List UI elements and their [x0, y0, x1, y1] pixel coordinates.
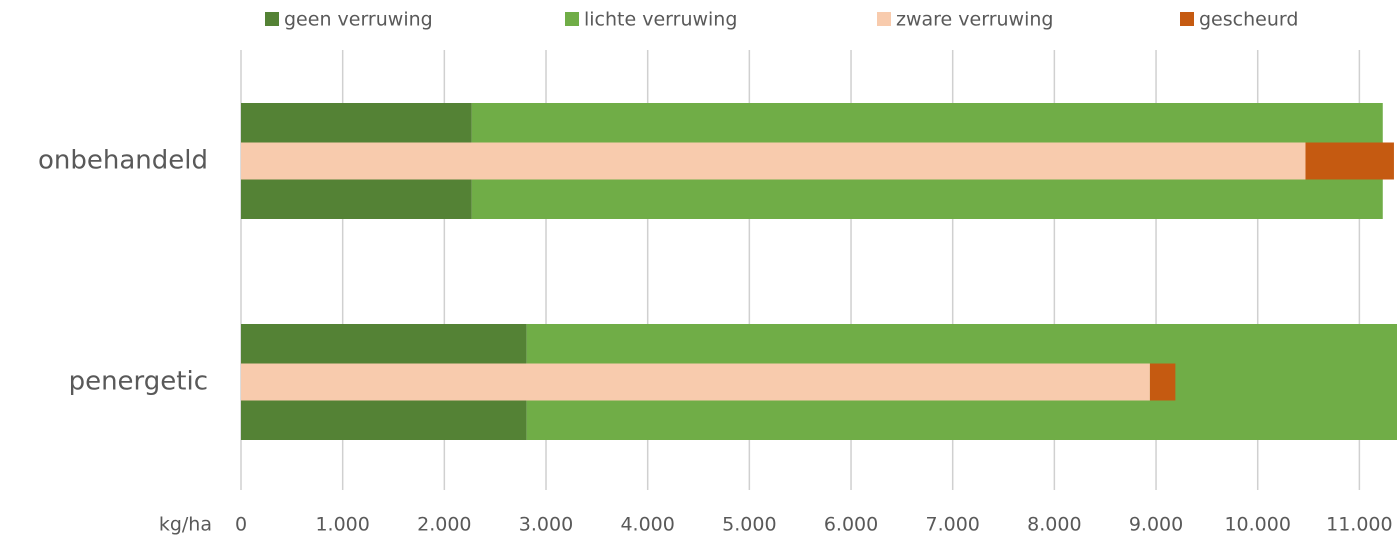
legend-swatch [565, 12, 579, 26]
bar-segment [1305, 142, 1394, 180]
legend-label: zware verruwing [896, 9, 1053, 31]
bar-segment [1149, 363, 1176, 401]
bar-segment [241, 363, 1150, 401]
category-label: onbehandeld [38, 146, 208, 176]
legend-label: gescheurd [1199, 9, 1298, 31]
legend-swatch [1180, 12, 1194, 26]
bar-segment [241, 142, 1306, 180]
category-label: penergetic [69, 367, 208, 397]
legend-label: lichte verruwing [584, 9, 737, 31]
legend-swatch [265, 12, 279, 26]
x-axis-label: kg/ha [159, 514, 212, 536]
x-tick-label: 11.000 [1326, 514, 1392, 536]
x-tick-label: 3.000 [519, 514, 573, 536]
x-tick-label: 7.000 [925, 514, 979, 536]
x-tick-label: 4.000 [620, 514, 674, 536]
x-tick-label: 1.000 [315, 514, 369, 536]
legend-swatch [877, 12, 891, 26]
x-tick-label: 8.000 [1027, 514, 1081, 536]
x-tick-label: 2.000 [417, 514, 471, 536]
x-tick-label: 0 [235, 514, 247, 536]
x-tick-label: 10.000 [1224, 514, 1290, 536]
x-tick-label: 9.000 [1129, 514, 1183, 536]
x-tick-label: 5.000 [722, 514, 776, 536]
x-tick-label: 6.000 [824, 514, 878, 536]
legend-label: geen verruwing [284, 9, 433, 31]
